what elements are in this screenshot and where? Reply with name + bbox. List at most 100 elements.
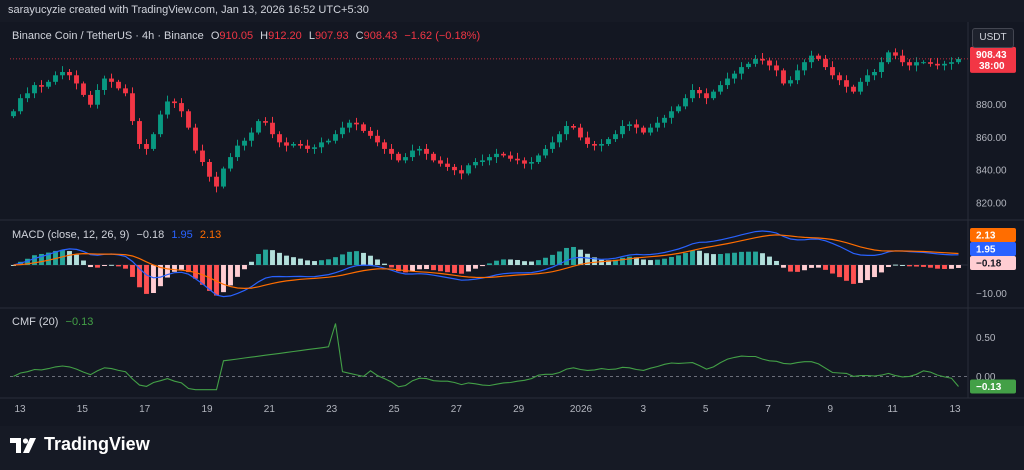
macd-histogram-bar	[648, 260, 653, 265]
macd-histogram-bar	[333, 257, 338, 265]
macd-histogram-bar	[53, 250, 58, 265]
candle-body	[571, 126, 576, 128]
time-tick-label: 27	[451, 404, 463, 415]
chart-area[interactable]: 880.00 860.00 840.00 820.00 908.43 38:00 −10.0…	[0, 22, 1024, 426]
macd-histogram-bar	[557, 251, 562, 265]
candle-body	[823, 58, 828, 68]
macd-histogram-bar	[543, 257, 548, 265]
candle-body	[473, 162, 478, 166]
candle-body	[487, 157, 492, 161]
candle-body	[382, 142, 387, 149]
candle-body	[802, 62, 807, 71]
macd-signal-line	[13, 234, 959, 290]
cmf-label: CMF (20)	[12, 316, 59, 328]
macd-line-value: 1.95	[171, 229, 193, 241]
macd-histogram-bar	[228, 265, 233, 286]
candle-body	[263, 121, 268, 123]
candle-body	[284, 142, 289, 146]
candle-body	[130, 93, 135, 122]
macd-histogram-bar	[410, 265, 415, 271]
candle-body	[74, 75, 79, 84]
macd-histogram-bar	[214, 265, 219, 296]
candle-body	[46, 81, 51, 87]
chart-canvas[interactable]: 880.00860.00840.00820.00908.4338:00−10.0…	[0, 22, 1024, 426]
candle-body	[431, 153, 436, 161]
macd-histogram-bar	[935, 265, 940, 269]
cmf-value: −0.13	[65, 316, 94, 328]
candle-body	[172, 101, 177, 104]
macd-histogram-bar	[823, 265, 828, 270]
candle-body	[914, 62, 919, 66]
candle-body	[830, 67, 835, 76]
candle-body	[767, 60, 772, 66]
time-tick-label: 21	[264, 404, 276, 415]
candle-body	[592, 144, 597, 146]
candle-body	[564, 126, 569, 135]
time-tick-label: 15	[77, 404, 89, 415]
candle-body	[193, 127, 198, 151]
macd-histogram-bar	[361, 252, 366, 265]
macd-histogram-bar	[886, 265, 891, 268]
candle-body	[753, 58, 758, 64]
macd-histogram-bar	[431, 265, 436, 271]
candle-body	[760, 58, 765, 61]
macd-histogram-bar	[585, 253, 590, 265]
candle-body	[655, 122, 660, 128]
macd-histogram-bar	[375, 259, 380, 265]
macd-histogram-bar	[256, 253, 261, 265]
macd-histogram-bar	[102, 265, 107, 266]
creator-caption: sarayucyzie created with TradingView.com…	[8, 4, 369, 16]
candle-body	[921, 62, 926, 64]
macd-histogram-bar	[95, 265, 100, 268]
candle-body	[501, 153, 506, 156]
candle-body	[249, 132, 254, 141]
candle-body	[949, 62, 954, 64]
candle-body	[872, 72, 877, 76]
candle-body	[466, 165, 471, 174]
cmf-line	[13, 323, 959, 391]
candle-body	[214, 176, 219, 187]
macd-histogram-bar	[767, 256, 772, 265]
candle-body	[375, 135, 380, 143]
candle-body	[158, 114, 163, 135]
macd-histogram-bar	[949, 265, 954, 269]
macd-histogram-bar	[921, 265, 926, 267]
macd-histogram-bar	[676, 255, 681, 265]
candle-body	[368, 130, 373, 136]
macd-histogram-bar	[788, 265, 793, 272]
candle-body	[354, 122, 359, 125]
candle-body	[711, 91, 716, 99]
macd-histogram-bar	[809, 265, 814, 268]
macd-histogram-bar	[382, 263, 387, 265]
candle-body	[942, 63, 947, 66]
macd-histogram-bar	[760, 253, 765, 265]
macd-histogram-bar	[795, 265, 800, 272]
currency-button[interactable]: USDT	[972, 28, 1014, 48]
macd-histogram-bar	[179, 265, 184, 270]
candle-body	[634, 124, 639, 128]
macd-histogram-bar	[858, 265, 863, 283]
macd-histogram-bar	[221, 265, 226, 293]
candle-body	[228, 157, 233, 169]
macd-histogram-bar	[501, 259, 506, 265]
tradingview-logo[interactable]: TradingView	[10, 434, 150, 455]
macd-histogram-bar	[599, 259, 604, 265]
candle-body	[67, 72, 72, 76]
macd-histogram-bar	[130, 265, 135, 277]
footer: TradingView	[0, 426, 1024, 470]
macd-histogram-bar	[893, 264, 898, 266]
candle-body	[529, 162, 534, 164]
candle-body	[788, 80, 793, 84]
macd-histogram-bar	[389, 265, 394, 268]
candle-body	[39, 85, 44, 87]
macd-histogram-bar	[291, 257, 296, 265]
candle-body	[242, 140, 247, 146]
macd-line-badge-label: 1.95	[976, 245, 996, 256]
time-tick-label: 11	[887, 404, 898, 415]
macd-histogram-bar	[235, 265, 240, 277]
macd-histogram-bar	[368, 255, 373, 265]
low-value: 907.93	[314, 30, 349, 42]
macd-histogram-bar	[284, 255, 289, 265]
macd-histogram-bar	[326, 259, 331, 265]
time-tick-label: 29	[513, 404, 525, 415]
